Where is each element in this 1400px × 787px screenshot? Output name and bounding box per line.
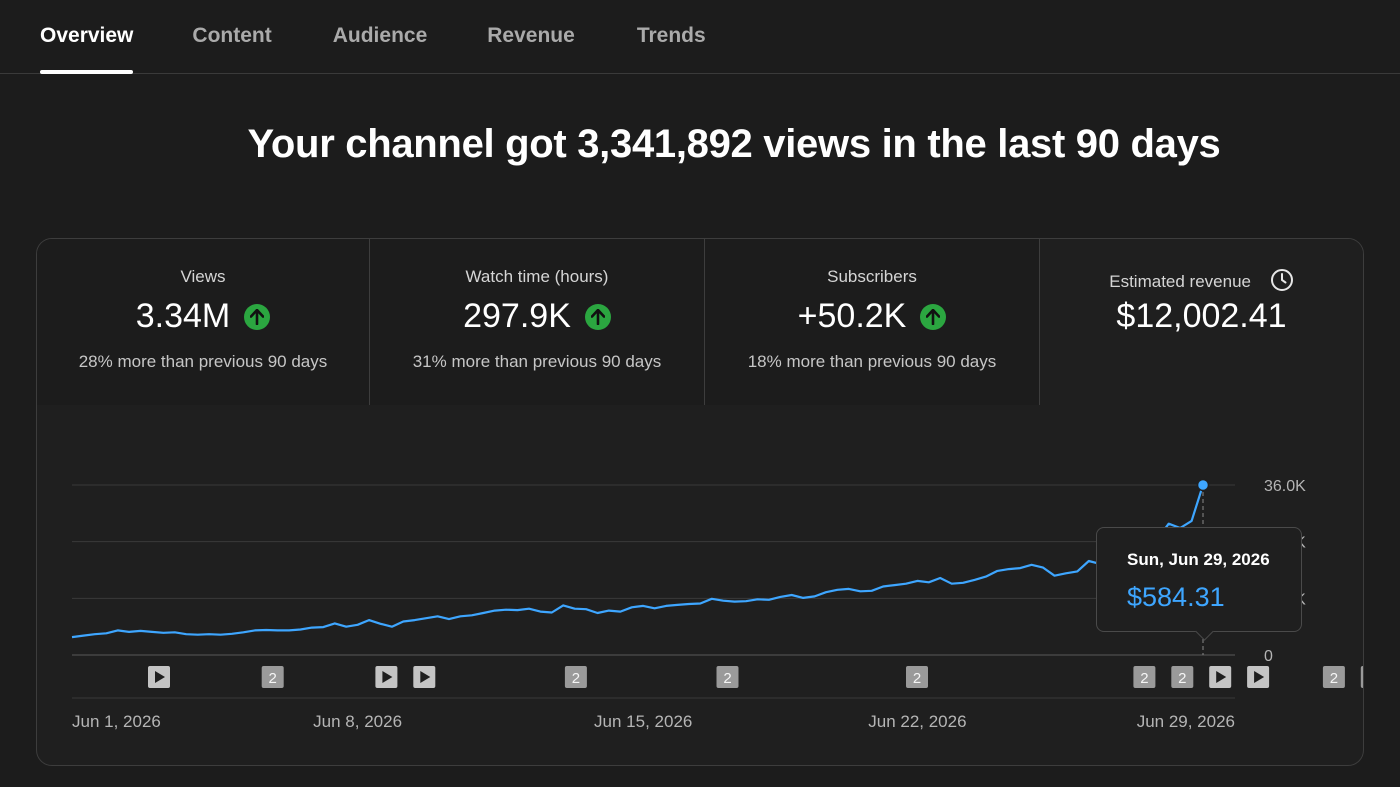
video-upload-marker[interactable] — [1209, 666, 1232, 688]
marker-count: 2 — [913, 670, 921, 687]
tab-overview[interactable]: Overview — [40, 0, 134, 74]
arrow-up-icon — [584, 303, 611, 330]
metric-label: Estimated revenue — [1109, 271, 1251, 291]
arrow-up-icon — [244, 303, 271, 330]
y-tick-label: 36.0K — [1264, 478, 1306, 495]
metric-value-row: 297.9K — [370, 297, 704, 336]
multiple-uploads-marker[interactable]: 2 — [564, 666, 587, 688]
metric-label: Subscribers — [827, 267, 917, 286]
arrow-up-icon — [920, 303, 947, 330]
x-tick-label: Jun 8, 2026 — [313, 712, 402, 731]
hover-point — [1196, 478, 1210, 492]
metrics-card: Views 3.34M 28% more than previous 90 da… — [36, 238, 1364, 766]
video-upload-marker[interactable] — [375, 666, 398, 688]
metric-subscribers[interactable]: Subscribers +50.2K 18% more than previou… — [705, 239, 1040, 405]
metric-watch-time[interactable]: Watch time (hours) 297.9K 31% more than … — [370, 239, 705, 405]
tab-content[interactable]: Content — [192, 23, 272, 47]
play-icon — [1254, 671, 1265, 683]
page-headline: Your channel got 3,341,892 views in the … — [247, 122, 1221, 166]
tooltip-value: $584.31 — [1127, 582, 1225, 612]
marker-box — [1360, 666, 1363, 688]
multiple-uploads-marker[interactable]: 2 — [1171, 666, 1194, 688]
metric-value: +50.2K — [797, 297, 907, 335]
x-tick-label: Jun 29, 2026 — [1137, 712, 1235, 731]
metric-estimated-revenue[interactable]: Estimated revenue $12,002.41 — [1040, 239, 1363, 405]
metric-label-row: Estimated revenue — [1040, 268, 1363, 297]
multiple-uploads-marker[interactable]: 2 — [261, 666, 284, 688]
video-upload-marker[interactable] — [1247, 666, 1270, 688]
clock-icon[interactable] — [1270, 268, 1294, 297]
marker-count: 2 — [723, 670, 731, 687]
marker-box — [906, 666, 928, 688]
metric-value-row: 3.34M — [37, 297, 369, 336]
marker-count: 2 — [1330, 670, 1338, 687]
x-tick-label: Jun 1, 2026 — [72, 712, 161, 731]
chart-tooltip: Sun, Jun 29, 2026 $584.31 — [1096, 527, 1302, 641]
metric-label: Views — [180, 267, 226, 286]
multiple-uploads-marker[interactable]: 2 — [1360, 666, 1364, 688]
metric-comparison: 18% more than previous 90 days — [747, 352, 997, 371]
video-upload-marker[interactable] — [413, 666, 436, 688]
metric-value-row: +50.2K — [705, 297, 1039, 336]
marker-box — [716, 666, 739, 688]
play-icon — [1216, 671, 1227, 683]
marker-box — [1322, 666, 1345, 688]
marker-box — [564, 666, 587, 688]
play-icon — [420, 671, 431, 683]
series-line — [71, 484, 1205, 639]
marker-count: 2 — [572, 670, 580, 687]
marker-count: 2 — [269, 670, 277, 687]
marker-box — [1133, 666, 1156, 688]
y-tick-label: 0 — [1264, 648, 1273, 665]
play-icon — [155, 671, 165, 683]
marker-box — [1171, 666, 1194, 688]
metric-label: Watch time (hours) — [465, 267, 609, 286]
metric-comparison: 31% more than previous 90 days — [412, 352, 662, 371]
multiple-uploads-marker[interactable]: 2 — [716, 666, 739, 688]
marker-box — [261, 666, 284, 688]
marker-count: 2 — [1178, 670, 1186, 687]
multiple-uploads-marker[interactable]: 2 — [1133, 666, 1156, 688]
metric-value: $12,002.41 — [1116, 297, 1287, 335]
tab-bar: Overview Content Audience Revenue Trends — [0, 0, 1400, 74]
metric-comparison: 28% more than previous 90 days — [78, 352, 328, 371]
marker-count: 2 — [1140, 670, 1148, 687]
metric-value-row: $12,002.41 — [1040, 297, 1363, 336]
tab-trends[interactable]: Trends — [636, 23, 706, 47]
metric-value: 3.34M — [135, 297, 231, 335]
multiple-uploads-marker[interactable]: 2 — [906, 666, 928, 688]
tab-audience[interactable]: Audience — [332, 23, 428, 47]
play-icon — [382, 671, 393, 683]
tooltip-date: Sun, Jun 29, 2026 — [1127, 550, 1270, 569]
metric-views[interactable]: Views 3.34M 28% more than previous 90 da… — [37, 239, 370, 405]
x-tick-label: Jun 22, 2026 — [868, 712, 966, 731]
x-tick-label: Jun 15, 2026 — [594, 712, 692, 731]
tab-revenue[interactable]: Revenue — [487, 23, 575, 47]
video-upload-marker[interactable] — [148, 666, 170, 688]
multiple-uploads-marker[interactable]: 2 — [1322, 666, 1345, 688]
metric-value: 297.9K — [463, 297, 571, 335]
